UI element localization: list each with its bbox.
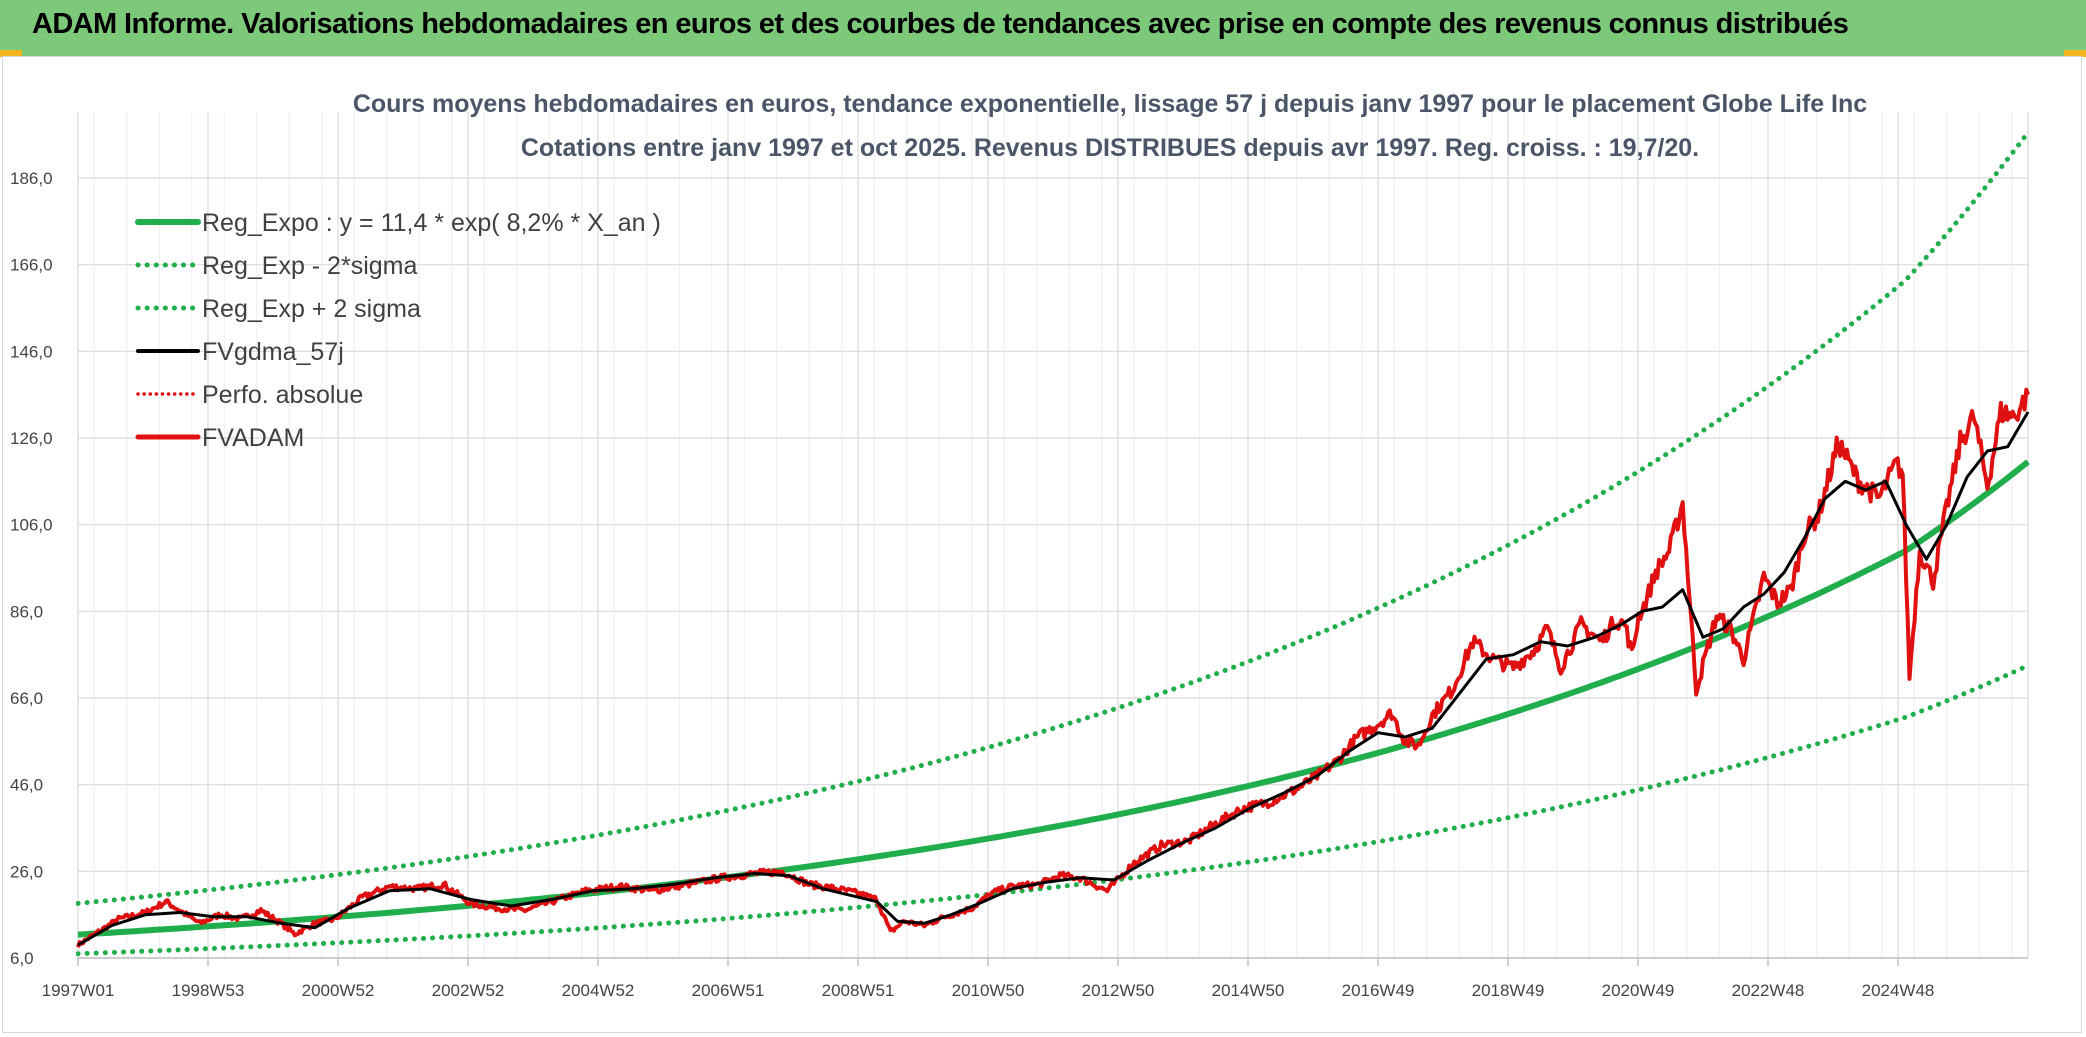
corner-accent-right [2064, 50, 2086, 57]
page-title: ADAM Informe. Valorisations hebdomadaire… [32, 8, 1849, 40]
chart-frame [2, 56, 2082, 1033]
header-banner: ADAM Informe. Valorisations hebdomadaire… [0, 0, 2086, 56]
corner-accent-left [0, 50, 22, 57]
